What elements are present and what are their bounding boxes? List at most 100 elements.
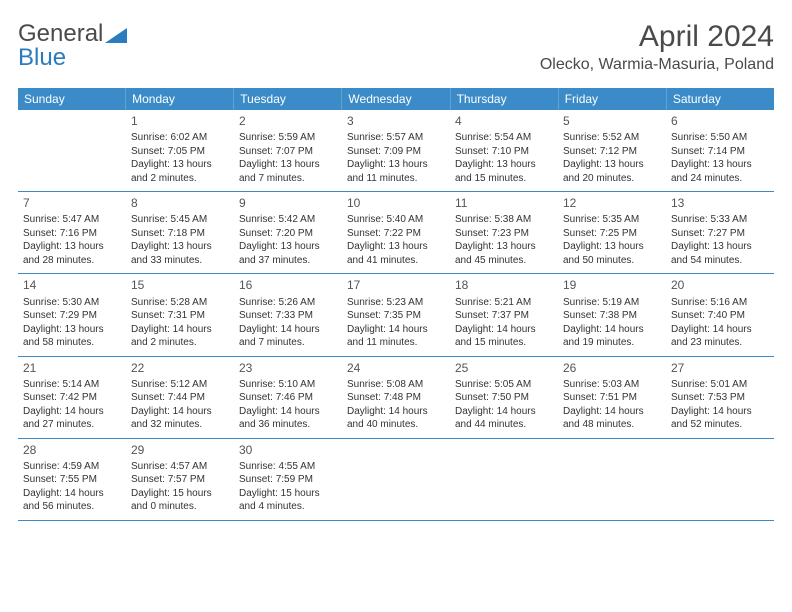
sunrise-line: Sunrise: 5:21 AM <box>455 296 553 310</box>
day-number: 13 <box>671 195 769 211</box>
day-cell: 14Sunrise: 5:30 AMSunset: 7:29 PMDayligh… <box>18 274 126 355</box>
sunrise-line: Sunrise: 4:57 AM <box>131 460 229 474</box>
sunset-line: Sunset: 7:57 PM <box>131 473 229 487</box>
title-block: April 2024 Olecko, Warmia-Masuria, Polan… <box>540 20 774 74</box>
weekday-header: Saturday <box>667 88 774 110</box>
day-cell: 16Sunrise: 5:26 AMSunset: 7:33 PMDayligh… <box>234 274 342 355</box>
daylight-line-2: and 45 minutes. <box>455 254 553 268</box>
daylight-line-1: Daylight: 14 hours <box>347 323 445 337</box>
sunrise-line: Sunrise: 5:59 AM <box>239 131 337 145</box>
daylight-line-1: Daylight: 13 hours <box>131 158 229 172</box>
daylight-line-1: Daylight: 13 hours <box>239 240 337 254</box>
sunset-line: Sunset: 7:55 PM <box>23 473 121 487</box>
daylight-line-2: and 48 minutes. <box>563 418 661 432</box>
sunset-line: Sunset: 7:38 PM <box>563 309 661 323</box>
daylight-line-1: Daylight: 13 hours <box>671 158 769 172</box>
daylight-line-1: Daylight: 14 hours <box>131 323 229 337</box>
sunrise-line: Sunrise: 5:28 AM <box>131 296 229 310</box>
daylight-line-2: and 32 minutes. <box>131 418 229 432</box>
day-cell: 4Sunrise: 5:54 AMSunset: 7:10 PMDaylight… <box>450 110 558 191</box>
sunset-line: Sunset: 7:05 PM <box>131 145 229 159</box>
day-number: 16 <box>239 277 337 293</box>
daylight-line-2: and 58 minutes. <box>23 336 121 350</box>
weekday-header: Monday <box>126 88 234 110</box>
day-cell: 30Sunrise: 4:55 AMSunset: 7:59 PMDayligh… <box>234 439 342 520</box>
day-cell: 21Sunrise: 5:14 AMSunset: 7:42 PMDayligh… <box>18 357 126 438</box>
weekday-header-row: SundayMondayTuesdayWednesdayThursdayFrid… <box>18 88 774 110</box>
day-number: 6 <box>671 113 769 129</box>
daylight-line-1: Daylight: 14 hours <box>23 405 121 419</box>
sunset-line: Sunset: 7:33 PM <box>239 309 337 323</box>
daylight-line-2: and 20 minutes. <box>563 172 661 186</box>
sunset-line: Sunset: 7:40 PM <box>671 309 769 323</box>
day-cell: 22Sunrise: 5:12 AMSunset: 7:44 PMDayligh… <box>126 357 234 438</box>
sunrise-line: Sunrise: 5:45 AM <box>131 213 229 227</box>
sunrise-line: Sunrise: 5:50 AM <box>671 131 769 145</box>
daylight-line-2: and 50 minutes. <box>563 254 661 268</box>
day-cell: 20Sunrise: 5:16 AMSunset: 7:40 PMDayligh… <box>666 274 774 355</box>
daylight-line-1: Daylight: 14 hours <box>347 405 445 419</box>
sunrise-line: Sunrise: 4:55 AM <box>239 460 337 474</box>
calendar: SundayMondayTuesdayWednesdayThursdayFrid… <box>18 88 774 521</box>
location-text: Olecko, Warmia-Masuria, Poland <box>540 56 774 74</box>
daylight-line-1: Daylight: 15 hours <box>239 487 337 501</box>
sunset-line: Sunset: 7:22 PM <box>347 227 445 241</box>
daylight-line-2: and 33 minutes. <box>131 254 229 268</box>
day-number: 15 <box>131 277 229 293</box>
daylight-line-1: Daylight: 13 hours <box>455 158 553 172</box>
sunset-line: Sunset: 7:25 PM <box>563 227 661 241</box>
sunset-line: Sunset: 7:53 PM <box>671 391 769 405</box>
month-title: April 2024 <box>540 20 774 54</box>
sunrise-line: Sunrise: 5:05 AM <box>455 378 553 392</box>
sunset-line: Sunset: 7:51 PM <box>563 391 661 405</box>
day-number: 26 <box>563 360 661 376</box>
sunrise-line: Sunrise: 5:54 AM <box>455 131 553 145</box>
daylight-line-1: Daylight: 14 hours <box>563 323 661 337</box>
daylight-line-1: Daylight: 13 hours <box>131 240 229 254</box>
sunrise-line: Sunrise: 5:26 AM <box>239 296 337 310</box>
sunrise-line: Sunrise: 5:52 AM <box>563 131 661 145</box>
day-number: 22 <box>131 360 229 376</box>
sunset-line: Sunset: 7:48 PM <box>347 391 445 405</box>
daylight-line-2: and 28 minutes. <box>23 254 121 268</box>
sunset-line: Sunset: 7:07 PM <box>239 145 337 159</box>
sunrise-line: Sunrise: 5:57 AM <box>347 131 445 145</box>
sunset-line: Sunset: 7:27 PM <box>671 227 769 241</box>
day-cell: 10Sunrise: 5:40 AMSunset: 7:22 PMDayligh… <box>342 192 450 273</box>
day-cell: 17Sunrise: 5:23 AMSunset: 7:35 PMDayligh… <box>342 274 450 355</box>
daylight-line-1: Daylight: 13 hours <box>23 323 121 337</box>
daylight-line-2: and 40 minutes. <box>347 418 445 432</box>
daylight-line-1: Daylight: 13 hours <box>347 158 445 172</box>
sunrise-line: Sunrise: 5:19 AM <box>563 296 661 310</box>
daylight-line-2: and 11 minutes. <box>347 172 445 186</box>
sunrise-line: Sunrise: 5:10 AM <box>239 378 337 392</box>
daylight-line-1: Daylight: 13 hours <box>239 158 337 172</box>
sunrise-line: Sunrise: 5:23 AM <box>347 296 445 310</box>
day-number: 2 <box>239 113 337 129</box>
sunrise-line: Sunrise: 5:33 AM <box>671 213 769 227</box>
sunset-line: Sunset: 7:50 PM <box>455 391 553 405</box>
weekday-header: Tuesday <box>234 88 342 110</box>
sunset-line: Sunset: 7:46 PM <box>239 391 337 405</box>
day-number: 7 <box>23 195 121 211</box>
daylight-line-2: and 41 minutes. <box>347 254 445 268</box>
day-number: 8 <box>131 195 229 211</box>
daylight-line-2: and 54 minutes. <box>671 254 769 268</box>
sunrise-line: Sunrise: 5:08 AM <box>347 378 445 392</box>
sunrise-line: Sunrise: 5:16 AM <box>671 296 769 310</box>
week-row: 21Sunrise: 5:14 AMSunset: 7:42 PMDayligh… <box>18 357 774 439</box>
day-number: 1 <box>131 113 229 129</box>
sunrise-line: Sunrise: 5:35 AM <box>563 213 661 227</box>
daylight-line-1: Daylight: 14 hours <box>131 405 229 419</box>
daylight-line-2: and 23 minutes. <box>671 336 769 350</box>
day-number: 28 <box>23 442 121 458</box>
daylight-line-1: Daylight: 14 hours <box>563 405 661 419</box>
day-number: 9 <box>239 195 337 211</box>
daylight-line-2: and 2 minutes. <box>131 172 229 186</box>
week-row: 28Sunrise: 4:59 AMSunset: 7:55 PMDayligh… <box>18 439 774 521</box>
daylight-line-1: Daylight: 13 hours <box>563 158 661 172</box>
day-cell: 1Sunrise: 6:02 AMSunset: 7:05 PMDaylight… <box>126 110 234 191</box>
day-number: 5 <box>563 113 661 129</box>
day-number: 4 <box>455 113 553 129</box>
daylight-line-2: and 19 minutes. <box>563 336 661 350</box>
